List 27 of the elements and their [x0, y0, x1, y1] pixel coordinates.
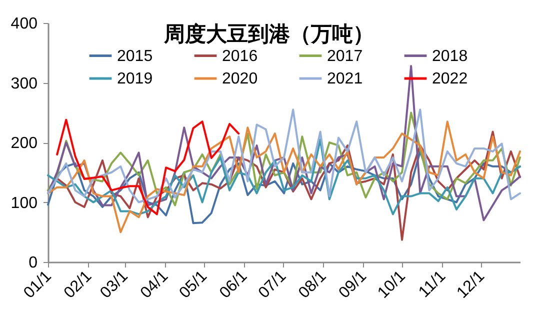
x-tick-label: 12/1 — [454, 268, 488, 302]
line-series — [56, 118, 240, 216]
x-tick-label: 03/1 — [97, 268, 132, 302]
y-tick-label: 400 — [10, 16, 38, 32]
y-tick-label: 300 — [10, 75, 38, 92]
legend-label: 2019 — [117, 70, 153, 88]
legend-label: 2020 — [222, 70, 258, 88]
x-tick-label: 05/1 — [176, 268, 211, 302]
legend-label: 2021 — [327, 70, 363, 88]
line-series — [47, 138, 521, 216]
x-tick-label: 10/1 — [374, 268, 409, 302]
line-series — [47, 65, 521, 222]
legend-label: 2018 — [432, 48, 468, 65]
x-tick-label: 07/1 — [256, 268, 290, 302]
chart-title: 周度大豆到港（万吨） — [163, 22, 374, 46]
y-tick-label: 200 — [10, 135, 38, 152]
x-tick-label: 02/1 — [61, 268, 96, 302]
x-tick-label: 09/1 — [336, 268, 370, 302]
legend-label: 2017 — [327, 48, 363, 65]
x-tick-label: 04/1 — [138, 268, 172, 302]
x-tick-label: 06/1 — [216, 268, 251, 302]
legend-label: 2022 — [432, 70, 468, 88]
legend-label: 2016 — [222, 48, 258, 65]
x-tick-label: 08/1 — [296, 268, 330, 302]
y-tick-label: 100 — [10, 194, 38, 212]
legend-label: 2015 — [117, 48, 153, 65]
x-tick-label: 11/1 — [416, 268, 450, 302]
